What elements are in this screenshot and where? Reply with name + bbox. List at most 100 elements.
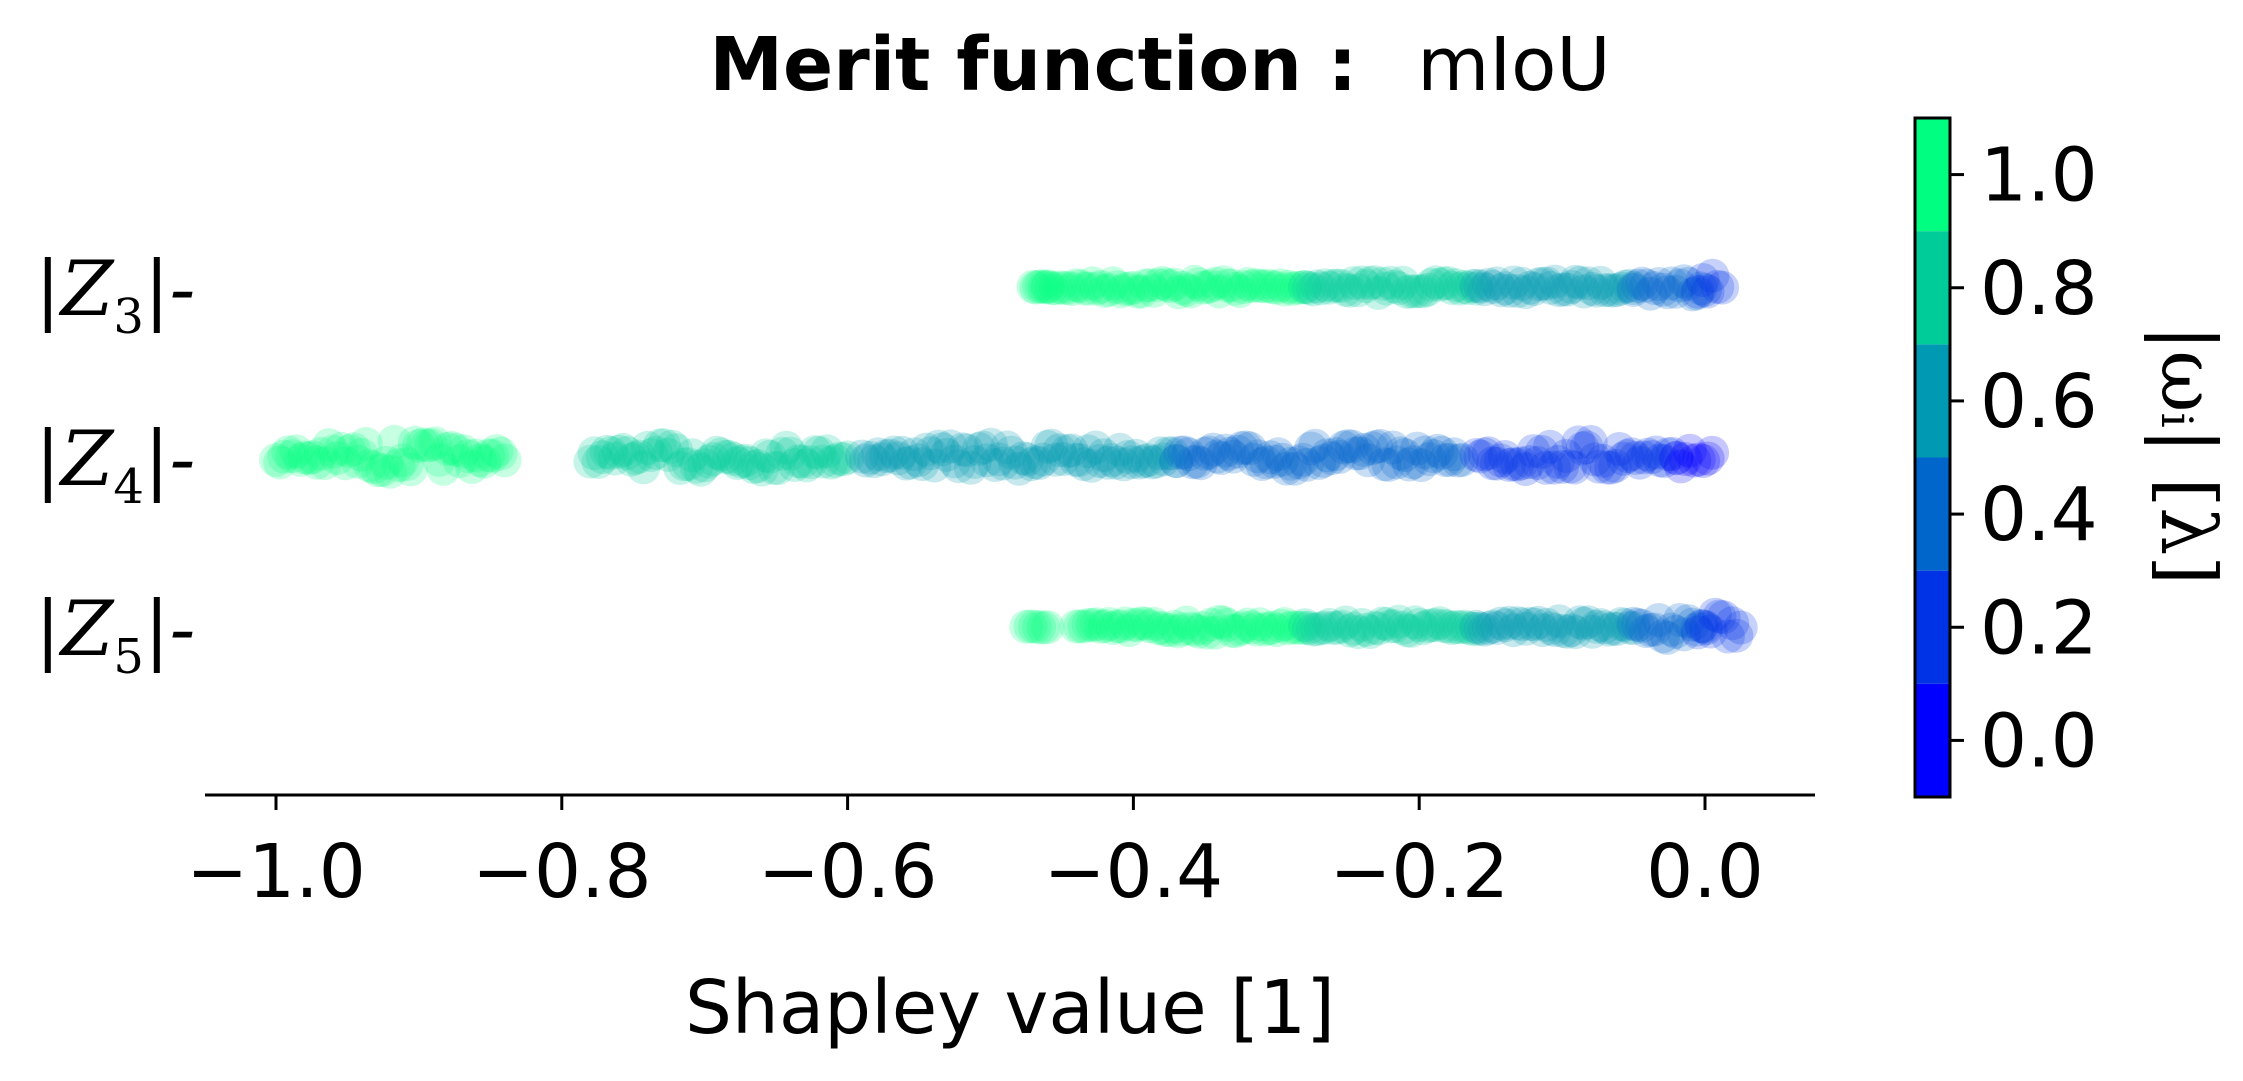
data-point	[1106, 447, 1141, 482]
data-point	[1414, 267, 1449, 302]
data-point	[1484, 606, 1519, 641]
x-axis-label: Shapley value [1]	[685, 965, 1335, 1051]
data-point	[1549, 439, 1584, 473]
data-point	[1475, 609, 1510, 644]
data-point	[1606, 441, 1641, 476]
data-point	[941, 449, 976, 484]
data-point	[1267, 607, 1302, 641]
data-point	[1224, 431, 1259, 465]
data-point	[1159, 444, 1194, 479]
data-point	[1139, 444, 1174, 479]
data-point	[1554, 270, 1589, 304]
data-point	[1610, 439, 1645, 473]
data-point	[1616, 606, 1651, 641]
data-point	[1651, 437, 1686, 472]
data-point	[1149, 612, 1184, 647]
data-point	[471, 438, 506, 473]
data-point	[981, 442, 1016, 477]
data-point	[1616, 271, 1651, 305]
data-point	[1094, 443, 1129, 478]
data-point	[1637, 271, 1672, 306]
data-point	[757, 451, 792, 485]
data-point	[848, 443, 883, 478]
data-point	[1332, 273, 1367, 308]
data-point	[1292, 270, 1326, 305]
chart-title: Merit function : mIoU	[709, 22, 1610, 108]
data-point	[1600, 612, 1634, 646]
data-point	[877, 435, 912, 470]
data-point	[1275, 610, 1310, 645]
data-point	[1575, 614, 1610, 649]
data-point	[1418, 265, 1453, 300]
data-point	[1312, 607, 1347, 642]
data-point	[1654, 612, 1689, 647]
data-point	[1230, 607, 1265, 642]
data-point	[1443, 610, 1477, 645]
data-point	[1010, 442, 1045, 477]
data-point	[573, 444, 608, 479]
data-point	[1459, 611, 1494, 646]
data-point	[614, 442, 649, 477]
data-point	[1198, 615, 1233, 650]
data-point	[1247, 612, 1282, 647]
data-point	[1471, 610, 1506, 645]
data-point	[1238, 268, 1273, 303]
data-point	[1410, 272, 1445, 307]
data-point	[1361, 611, 1396, 646]
data-point	[1238, 612, 1273, 647]
data-point	[1091, 606, 1126, 641]
data-point	[1289, 447, 1324, 482]
data-point	[1343, 436, 1377, 471]
data-point	[1650, 275, 1685, 310]
data-point	[1187, 436, 1222, 471]
data-point	[1573, 425, 1608, 459]
data-point	[1277, 451, 1312, 486]
data-point	[1013, 609, 1048, 644]
data-point	[1487, 440, 1522, 474]
data-point	[1269, 451, 1304, 486]
data-point	[1496, 613, 1531, 648]
data-point	[994, 435, 1028, 470]
data-point	[1626, 440, 1661, 475]
data-point	[1058, 442, 1093, 477]
data-point	[1591, 612, 1626, 647]
data-point	[1633, 613, 1668, 647]
data-point	[1169, 272, 1204, 307]
data-point	[1353, 615, 1388, 649]
data-point	[1542, 273, 1577, 308]
data-point	[279, 434, 314, 469]
data-point	[667, 447, 702, 482]
chart-title-bold: Merit function :	[709, 22, 1357, 108]
data-point	[1590, 450, 1624, 485]
data-point	[953, 450, 988, 485]
data-point	[1581, 449, 1616, 484]
data-point	[1447, 609, 1482, 644]
data-point	[732, 446, 767, 481]
data-point	[1441, 443, 1475, 478]
data-point	[479, 434, 514, 469]
data-point	[1082, 444, 1117, 478]
data-point	[1538, 264, 1572, 299]
data-point	[1328, 605, 1363, 640]
data-point	[1566, 274, 1601, 309]
data-point	[1426, 266, 1461, 301]
data-point	[1641, 603, 1676, 637]
data-point	[422, 442, 457, 477]
data-point	[1159, 444, 1194, 479]
data-point	[1086, 438, 1121, 473]
data-point	[1165, 612, 1200, 647]
data-point	[1455, 268, 1490, 303]
data-point	[1066, 447, 1101, 482]
data-point	[1059, 609, 1094, 644]
data-point	[1683, 609, 1718, 644]
data-point	[1575, 271, 1610, 306]
data-point	[1719, 618, 1754, 653]
data-point	[1688, 609, 1722, 644]
data-point	[1500, 606, 1535, 641]
data-point	[945, 432, 980, 467]
data-point	[1608, 607, 1643, 642]
data-point	[1204, 441, 1239, 475]
data-point	[736, 450, 771, 485]
colorbar-level	[1915, 118, 1950, 232]
data-point	[1546, 272, 1581, 307]
